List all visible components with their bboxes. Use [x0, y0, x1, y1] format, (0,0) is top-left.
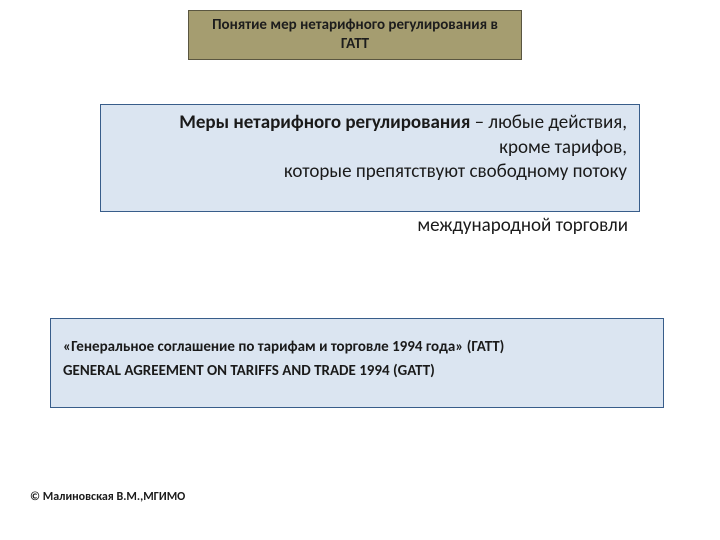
- definition-overflow-text: международной торговли: [417, 214, 628, 237]
- definition-overflow: международной торговли: [100, 214, 640, 239]
- agreement-line-2: GENERAL AGREEMENT ON TARIFFS AND TRADE 1…: [63, 359, 651, 383]
- definition-rest-1: – любые действия,: [470, 111, 627, 134]
- definition-line-3: которые препятствуют свободному потоку: [113, 160, 627, 185]
- definition-line-2: кроме тарифов,: [113, 136, 627, 161]
- title-box: Понятие мер нетарифного регулирования в …: [188, 10, 522, 60]
- definition-box: Меры нетарифного регулирования – любые д…: [100, 104, 640, 212]
- definition-bold: Меры нетарифного регулирования: [179, 111, 470, 134]
- agreement-line-1: «Генеральное соглашение по тарифам и тор…: [63, 335, 651, 359]
- definition-line-1: Меры нетарифного регулирования – любые д…: [113, 111, 627, 136]
- copyright-text: © Малиновская В.М.,МГИМО: [30, 490, 185, 504]
- agreement-box: «Генеральное соглашение по тарифам и тор…: [50, 318, 664, 408]
- title-text: Понятие мер нетарифного регулирования в …: [197, 16, 513, 55]
